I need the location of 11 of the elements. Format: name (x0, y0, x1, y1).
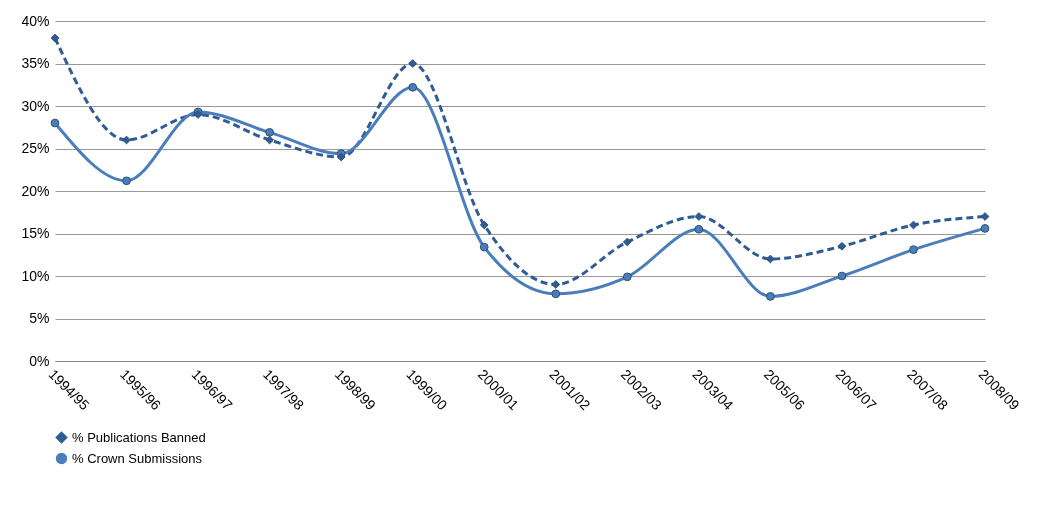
y-tick-label: 10% (21, 267, 50, 284)
y-tick-label: 0% (29, 352, 50, 369)
legend-label: % Crown Submissions (72, 450, 203, 466)
y-tick-label: 25% (21, 140, 50, 156)
y-tick-label: 5% (29, 310, 50, 326)
y-tick-label: 20% (21, 182, 50, 199)
y-tick-label: 40% (21, 12, 50, 29)
y-tick-label: 15% (21, 225, 50, 241)
legend-label: % Publications Banned (72, 429, 206, 445)
y-tick-label: 30% (21, 97, 50, 114)
y-tick-label: 35% (21, 55, 50, 71)
